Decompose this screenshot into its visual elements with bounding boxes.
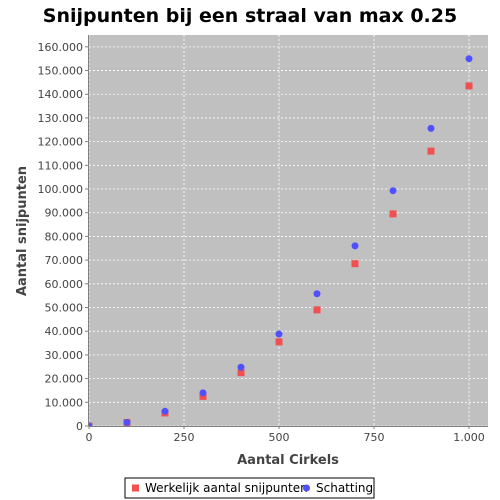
- y-tick-label-9: 90.000: [45, 207, 84, 220]
- y-tick-label-4: 40.000: [45, 325, 84, 338]
- y-tick-label-13: 130.000: [38, 112, 84, 125]
- point-series0-3: [199, 392, 207, 400]
- point-series0-6: [313, 306, 321, 314]
- y-tick-label-11: 110.000: [38, 159, 84, 172]
- y-tick-label-3: 30.000: [45, 349, 84, 362]
- point-series0-4: [237, 369, 245, 377]
- x-tick-label-4: 1.000: [453, 431, 485, 444]
- legend-marker-0: [132, 484, 139, 492]
- legend: Werkelijk aantal snijpunten Schatting: [124, 477, 375, 499]
- legend-box: [124, 477, 375, 499]
- legend-label-1: Schatting: [316, 481, 373, 495]
- point-series1-0: [89, 422, 93, 426]
- point-series1-4: [237, 363, 245, 371]
- legend-label-0: Werkelijk aantal snijpunten: [145, 481, 308, 495]
- x-tick-label-3: 750: [364, 431, 385, 444]
- y-axis-label: Aantal snijpunten: [15, 166, 30, 296]
- y-tick-label-10: 100.000: [38, 183, 84, 196]
- point-series1-10: [465, 55, 473, 63]
- point-series1-2: [161, 407, 169, 415]
- point-series1-1: [123, 418, 131, 426]
- point-series0-10: [465, 82, 473, 90]
- point-series1-8: [389, 187, 397, 195]
- y-tick-label-14: 140.000: [38, 88, 84, 101]
- y-tick-label-0: 0: [76, 420, 83, 433]
- x-axis-label: Aantal Cirkels: [237, 453, 339, 468]
- point-series0-7: [351, 260, 359, 268]
- point-series0-5: [275, 338, 283, 346]
- data-points: [89, 55, 473, 426]
- x-tick-label-0: 0: [86, 431, 93, 444]
- y-tick-label-12: 120.000: [38, 136, 84, 149]
- point-series0-9: [427, 147, 435, 155]
- point-series0-8: [389, 210, 397, 218]
- chart-title: Snijpunten bij een straal van max 0.25: [43, 5, 457, 27]
- y-tick-label-7: 70.000: [45, 254, 84, 267]
- point-series1-3: [199, 389, 207, 397]
- y-tick-label-5: 50.000: [45, 302, 84, 315]
- point-series1-5: [275, 330, 283, 338]
- y-tick-label-1: 10.000: [45, 396, 84, 409]
- x-tick-label-1: 250: [174, 431, 195, 444]
- plot-area: [89, 35, 488, 426]
- point-series1-6: [313, 290, 321, 298]
- x-tick-label-2: 500: [269, 431, 290, 444]
- y-tick-label-2: 20.000: [45, 373, 84, 386]
- y-tick-label-6: 60.000: [45, 278, 84, 291]
- y-tick-label-15: 150.000: [38, 65, 84, 78]
- point-series1-7: [351, 242, 359, 250]
- legend-marker-1: [303, 484, 310, 492]
- point-series1-9: [427, 124, 435, 132]
- y-tick-label-16: 160.000: [38, 41, 84, 54]
- y-tick-label-8: 80.000: [45, 230, 84, 243]
